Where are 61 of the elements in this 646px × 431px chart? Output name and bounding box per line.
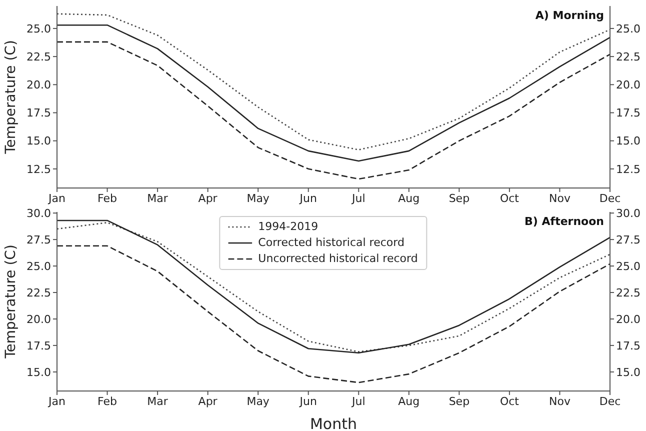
x-tick-label: Dec <box>599 192 621 205</box>
legend-label: 1994-2019 <box>258 219 318 235</box>
y-tick-label: 17.5 <box>26 106 51 120</box>
x-tick-label: Aug <box>398 192 420 205</box>
y-tick-label: 20.0 <box>26 78 51 92</box>
x-tick-label: Feb <box>98 192 118 205</box>
y2-tick-label: 30.0 <box>616 206 640 220</box>
chart-title: B) Afternoon <box>524 215 604 228</box>
y2-tick-label: 25.0 <box>616 260 640 273</box>
y-tick-label: 12.5 <box>26 162 51 176</box>
x-tick-label: Jul <box>350 192 366 205</box>
x-tick-label: Mar <box>147 394 168 408</box>
y-tick-label: 30.0 <box>26 206 51 220</box>
legend-label: Uncorrected historical record <box>258 251 418 267</box>
y-tick-label: 25.0 <box>26 22 51 36</box>
y2-tick-label: 17.5 <box>616 106 640 120</box>
y2-tick-label: 12.5 <box>616 162 640 176</box>
x-tick-label: Sep <box>448 394 470 408</box>
x-tick-label: May <box>246 394 270 408</box>
line-series <box>56 24 611 162</box>
x-tick-label: Mar <box>147 192 168 205</box>
y2-tick-label: 27.5 <box>616 233 640 246</box>
chart-title: A) Morning <box>535 9 604 22</box>
x-tick-label: Jan <box>48 192 66 205</box>
y-tick-label: 27.5 <box>26 233 51 246</box>
x-tick-label: Sep <box>448 192 470 205</box>
x-tick-label: Jan <box>48 394 66 408</box>
line-series <box>56 245 611 384</box>
y-tick-label: 15.0 <box>26 134 51 148</box>
x-tick-label: Jul <box>350 394 366 408</box>
y-tick-label: 22.5 <box>26 286 51 300</box>
x-tick-label: Nov <box>548 394 571 408</box>
x-tick-label: Oct <box>500 192 520 205</box>
y-axis-title: Temperature (C) <box>2 40 19 155</box>
y2-tick-label: 20.0 <box>616 312 640 326</box>
y-tick-label: 22.5 <box>26 50 51 64</box>
x-tick-label: Apr <box>198 192 218 205</box>
y-axis-title: Temperature (C) <box>2 244 19 360</box>
y2-tick-label: 22.5 <box>616 286 640 300</box>
x-tick-label: Oct <box>500 394 520 408</box>
y2-tick-label: 15.0 <box>616 366 640 379</box>
x-tick-label: May <box>246 192 270 205</box>
x-tick-label: Jun <box>298 394 317 408</box>
y2-tick-label: 20.0 <box>616 78 640 92</box>
y2-tick-label: 22.5 <box>616 50 640 64</box>
x-tick-label: Nov <box>548 192 571 205</box>
legend-label: Corrected historical record <box>258 235 404 251</box>
x-tick-label: Jun <box>298 192 317 205</box>
y2-tick-label: 17.5 <box>616 339 640 352</box>
y2-tick-label: 15.0 <box>616 134 640 148</box>
x-tick-label: Dec <box>599 394 621 408</box>
x-tick-label: Aug <box>398 394 420 408</box>
x-tick-label: Feb <box>98 394 118 408</box>
x-tick-label: Apr <box>198 394 218 408</box>
y-tick-label: 25.0 <box>26 260 51 273</box>
y2-tick-label: 25.0 <box>616 22 640 36</box>
y-tick-label: 15.0 <box>26 366 51 379</box>
line-series <box>56 41 611 180</box>
y-tick-label: 20.0 <box>26 312 51 326</box>
x-axis-title: Month <box>310 415 358 431</box>
y-tick-label: 17.5 <box>26 339 51 352</box>
